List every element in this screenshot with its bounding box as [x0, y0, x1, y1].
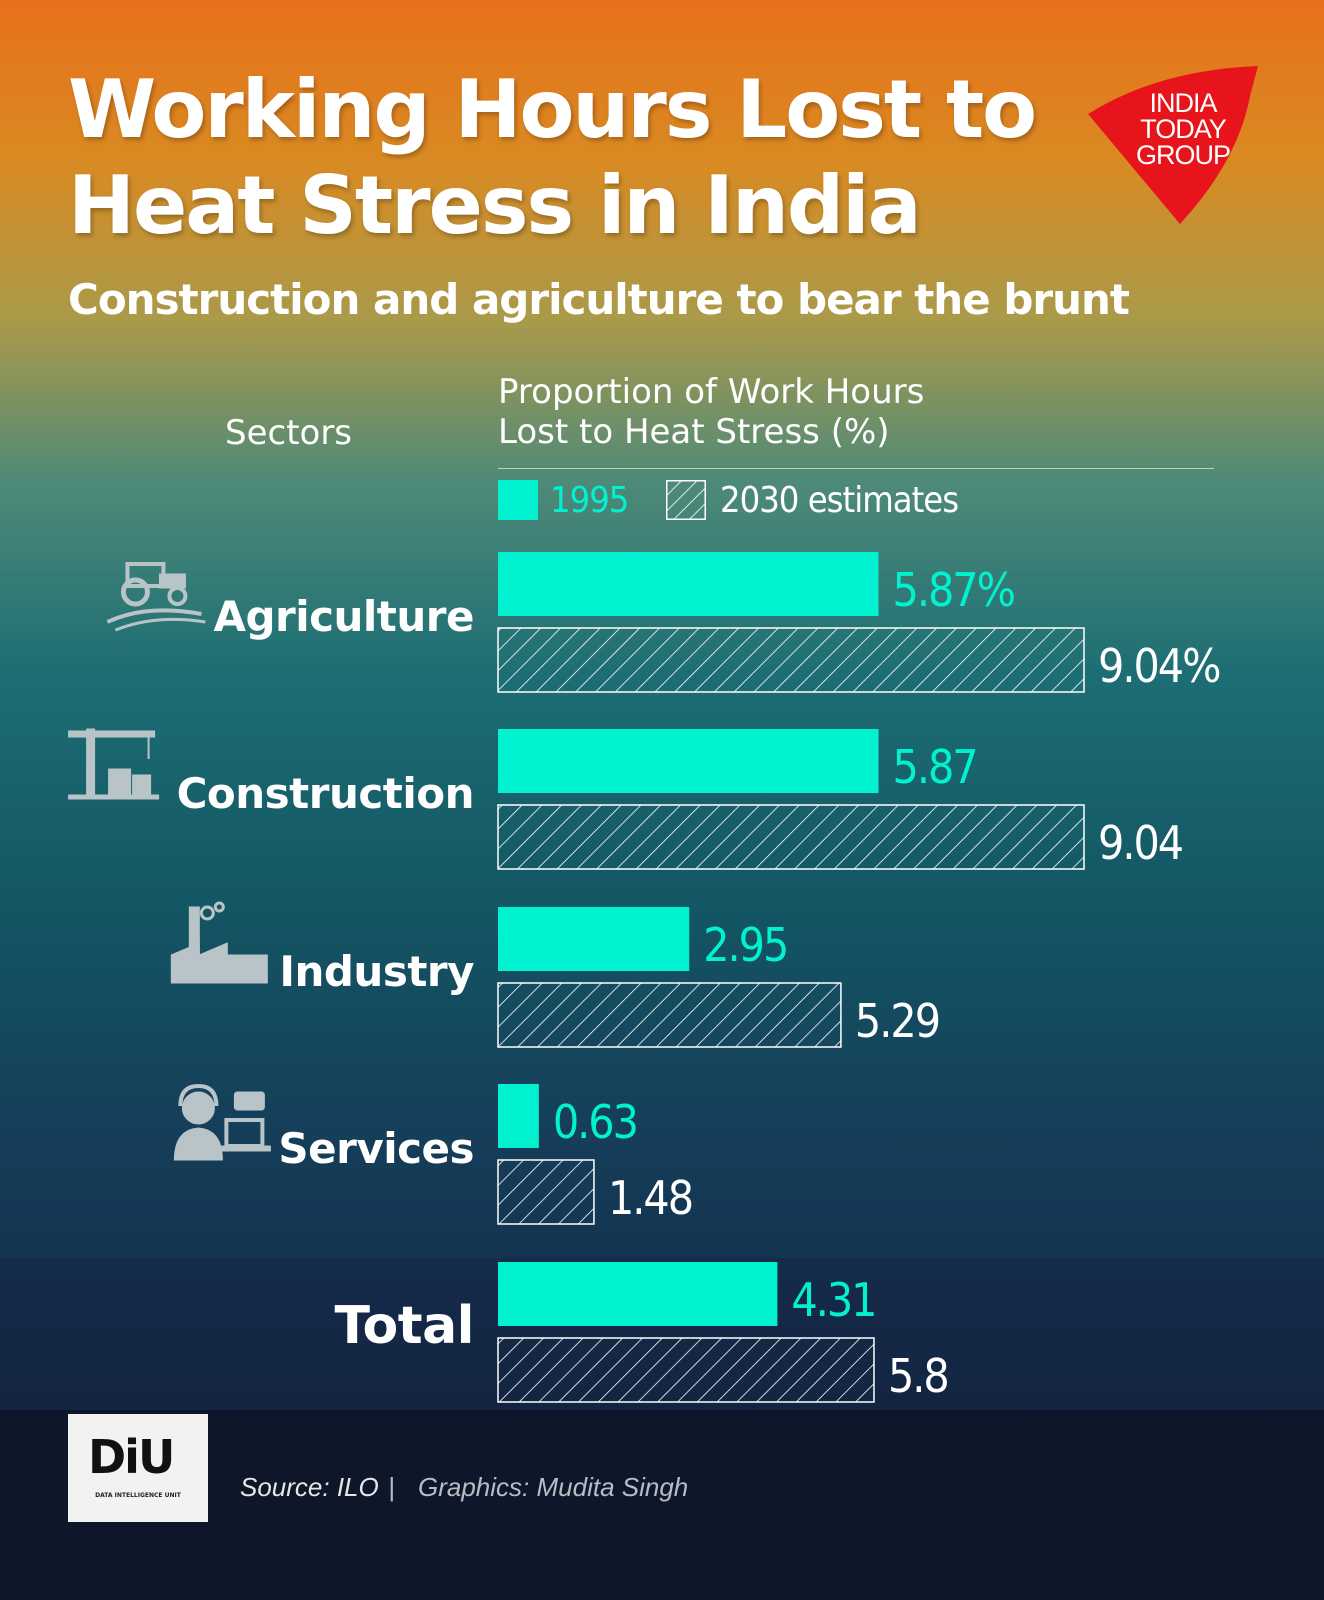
- measure-header-line: Proportion of Work Hours: [498, 372, 925, 412]
- page-subtitle: Construction and agriculture to bear the…: [68, 275, 1130, 324]
- legend-swatch-2030: [666, 480, 706, 520]
- sector-label-agriculture: Agriculture: [213, 592, 474, 641]
- credit-separator: |: [388, 1472, 395, 1502]
- bar-agriculture-1995: [498, 552, 879, 616]
- bar-total-2030: [497, 1337, 875, 1403]
- data-label-construction-1995: 5.87: [893, 740, 977, 794]
- source-credit: Source: ILO: [240, 1472, 379, 1502]
- logo-shape-icon: [1088, 66, 1258, 224]
- bar-industry-1995: [498, 907, 690, 971]
- logo-line: TODAY: [1140, 114, 1227, 144]
- sector-label-total: Total: [334, 1296, 474, 1356]
- data-label-agriculture-2030: 9.04%: [1098, 639, 1220, 693]
- legend-label-1995: 1995: [550, 480, 629, 521]
- data-label-industry-2030: 5.29: [855, 994, 939, 1048]
- sector-label-industry: Industry: [279, 947, 474, 996]
- sector-label-services: Services: [278, 1124, 474, 1173]
- bar-total-1995: [498, 1262, 778, 1326]
- measure-header: Proportion of Work Hours Lost to Heat St…: [498, 372, 1218, 452]
- data-label-total-2030: 5.8: [888, 1349, 948, 1403]
- diu-logo: DiU DATA INTELLIGENCE UNIT: [68, 1414, 208, 1522]
- measure-header-line: Lost to Heat Stress (%): [498, 412, 890, 452]
- diu-subtitle: DATA INTELLIGENCE UNIT: [95, 1492, 181, 1499]
- tractor-icon: [106, 562, 206, 632]
- bar-services-2030: [497, 1159, 595, 1225]
- sectors-header: Sectors: [225, 413, 353, 453]
- data-label-construction-2030: 9.04: [1098, 816, 1183, 870]
- bar-construction-1995: [498, 729, 879, 793]
- crane-icon: [68, 728, 160, 800]
- bar-construction-2030: [497, 804, 1085, 870]
- bar-chart: 5.87% 9.04% 5.87 9.04 2.95 5.29 0.63 1.48 4.315.…: [68, 552, 1220, 1403]
- data-label-industry-1995: 2.95: [703, 918, 787, 972]
- data-label-agriculture-1995: 5.87%: [893, 563, 1015, 617]
- diu-mark: DiU: [88, 1430, 175, 1484]
- legend-swatch-1995: [498, 480, 538, 520]
- data-label-services-2030: 1.48: [608, 1171, 692, 1225]
- footer: [0, 1410, 1324, 1600]
- india-today-group-logo: INDIA TODAY GROUP: [1088, 66, 1258, 226]
- logo-line: GROUP: [1135, 140, 1231, 170]
- logo-line: INDIA: [1149, 88, 1217, 118]
- header-divider: [498, 468, 1214, 469]
- bar-services-1995: [498, 1084, 539, 1148]
- call-center-icon: [173, 1083, 271, 1161]
- sector-label-construction: Construction: [176, 769, 475, 818]
- page-title: Working Hours Lost to Heat Stress in Ind…: [68, 63, 1037, 252]
- graphics-credit: Graphics: Mudita Singh: [418, 1472, 689, 1502]
- data-label-services-1995: 0.63: [553, 1095, 637, 1149]
- bar-agriculture-2030: [497, 627, 1085, 693]
- legend-label-2030: 2030 estimates: [720, 480, 959, 521]
- factory-icon: [170, 901, 268, 984]
- data-label-total-1995: 4.31: [791, 1273, 875, 1327]
- bar-industry-2030: [497, 982, 842, 1048]
